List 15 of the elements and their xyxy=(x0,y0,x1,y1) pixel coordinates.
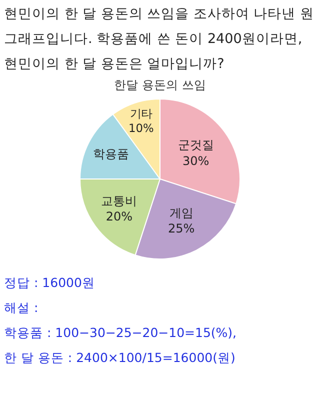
chart-title: 한달 용돈의 쓰임 xyxy=(113,77,207,94)
slice-label: 군것질 xyxy=(178,138,214,152)
data-label: 30% xyxy=(182,154,210,168)
text: 정답 : 16000원 xyxy=(4,274,96,292)
text: 해설 : xyxy=(4,299,40,317)
data-label: 20% xyxy=(106,209,133,224)
slice-label: 기타 xyxy=(130,106,152,120)
slice-label: 학용품 xyxy=(92,147,129,162)
data-label: 10% xyxy=(128,121,154,136)
slice-label: 게임 xyxy=(169,206,194,220)
text: 현민이의 한 달 용돈의 쓰임을 조사하여 나타낸 원그래프입니다. 학용품에 쓴 돈이 2400원이라면, 현민이의 한 달 용돈은 얼마입니까? xyxy=(3,5,316,74)
text: 한 달 용돈 : 2400×100/15=16000(원) xyxy=(4,349,236,367)
text: 학용품 : 100−30−25−20−10=15(%), xyxy=(4,324,238,342)
slice-label: 교통비 xyxy=(101,194,138,208)
data-label: 25% xyxy=(168,222,195,236)
